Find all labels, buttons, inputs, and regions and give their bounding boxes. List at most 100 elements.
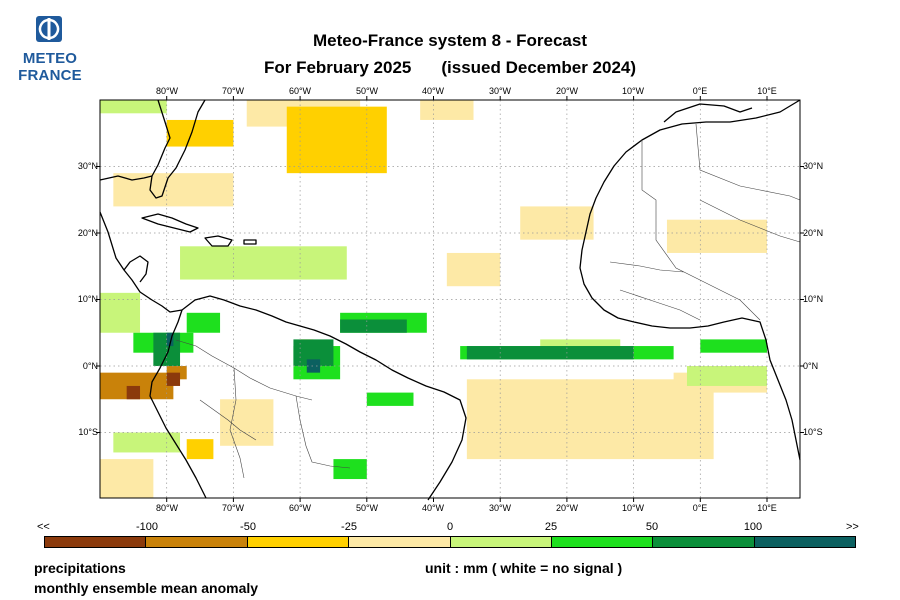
lon-label-bottom-0e: 0°E [692, 503, 708, 513]
lat-label-right-30n: 30°N [803, 161, 824, 171]
lat-label-right-0n: 0°N [803, 361, 819, 371]
lon-label-bottom-50w: 50°W [355, 503, 379, 513]
anomaly-cell [686, 366, 767, 386]
lon-label-bottom-10e: 10°E [757, 503, 777, 513]
coast-north-america [149, 99, 206, 199]
colorbar-tick-label: 0 [446, 521, 454, 533]
anomaly-cell [466, 346, 634, 360]
meteo-france-logo: METEO FRANCE [14, 14, 86, 86]
colorbar-swatch [349, 537, 451, 547]
anomaly-cell [100, 100, 167, 114]
colorbar-swatch [653, 537, 755, 547]
meteo-france-emblem-icon [36, 16, 62, 42]
lon-label-top-20w: 20°W [555, 86, 579, 96]
statistic-label: monthly ensemble mean anomaly [34, 580, 259, 596]
lon-label-top-0e: 0°E [692, 86, 708, 96]
colorbar-tick-label: -50 [240, 521, 256, 533]
island-hispaniola [204, 235, 233, 247]
colorbar-right-arrow: >> [846, 521, 859, 533]
variable-label: precipitations [34, 560, 126, 576]
lon-label-bottom-70w: 70°W [221, 503, 245, 513]
lat-label-left-10n: 10°N [77, 294, 98, 304]
lat-label-right-10n: 10°N [803, 294, 824, 304]
unit-label: unit : mm ( white = no signal ) [425, 560, 623, 576]
lon-label-top-50w: 50°W [355, 86, 379, 96]
graticule [100, 100, 800, 498]
page-subtitle: For February 2025 (issued December 2024) [0, 58, 900, 78]
logo-text-france: FRANCE [18, 67, 82, 84]
country-borders [175, 123, 801, 479]
page-title: Meteo-France system 8 - Forecast [313, 31, 587, 50]
map-frame [99, 99, 801, 499]
anomaly-cell [126, 385, 141, 400]
anomaly-cell [333, 459, 367, 480]
colorbar-tick-label: -100 [135, 521, 159, 533]
anomaly-cell [340, 319, 407, 333]
anomaly-cell [666, 219, 767, 253]
lon-label-top-40w: 40°W [421, 86, 445, 96]
colorbar-tick-label: 100 [743, 521, 763, 533]
colorbar-swatch [754, 537, 855, 547]
anomaly-cell [446, 252, 501, 287]
colorbar-tick-label: -25 [341, 521, 357, 533]
logo-text-meteo: METEO [22, 50, 78, 67]
lon-label-top-30w: 30°W [488, 86, 512, 96]
colorbar-swatch [45, 537, 147, 547]
forecast-month: For February 2025 [263, 58, 412, 77]
anomaly-cell [466, 379, 714, 460]
colorbar [44, 536, 856, 548]
lat-label-right-10s: 10°S [803, 427, 823, 437]
lon-label-top-60w: 60°W [288, 86, 312, 96]
colorbar-swatch [551, 537, 654, 547]
lon-label-bottom-10w: 10°W [621, 503, 645, 513]
anomaly-cell [220, 399, 274, 446]
anomaly-cell [306, 359, 321, 373]
lon-label-top-10e: 10°E [757, 86, 777, 96]
anomaly-cell [186, 312, 221, 333]
colorbar-swatch [146, 537, 248, 547]
anomaly-cell [366, 392, 414, 406]
anomaly-field [100, 100, 767, 498]
anomaly-cell [700, 339, 767, 353]
lat-label-right-20n: 20°N [803, 228, 824, 238]
axis-ticks [96, 96, 804, 502]
anomaly-cell [113, 173, 234, 207]
border-south-america [175, 339, 351, 479]
coast-south-america [149, 295, 467, 501]
colorbar-swatch [450, 537, 552, 547]
lon-label-bottom-80w: 80°W [155, 503, 179, 513]
anomaly-cell [113, 432, 181, 453]
anomaly-cell [186, 439, 214, 460]
colorbar-tick-label: 25 [544, 521, 558, 533]
lat-label-left-30n: 30°N [77, 161, 98, 171]
anomaly-cell [166, 372, 181, 386]
coast-gulf-of-mexico [99, 175, 183, 313]
lat-label-left-10s: 10°S [78, 427, 98, 437]
island-cuba [141, 213, 199, 233]
anomaly-cell [520, 206, 594, 240]
anomaly-cell [166, 332, 174, 347]
anomaly-cell [100, 292, 141, 333]
anomaly-cell [420, 100, 474, 120]
lon-label-top-10w: 10°W [621, 86, 645, 96]
lat-label-left-20n: 20°N [77, 228, 98, 238]
lon-label-top-80w: 80°W [155, 86, 179, 96]
lon-label-bottom-40w: 40°W [421, 503, 445, 513]
anomaly-cell [166, 119, 234, 147]
lon-label-top-70w: 70°W [221, 86, 245, 96]
colorbar-left-arrow: << [37, 521, 50, 533]
island-puerto-rico [243, 239, 257, 245]
anomaly-cell [100, 459, 154, 498]
coast-iberia [663, 103, 753, 123]
issue-date: (issued December 2024) [441, 58, 637, 77]
lon-label-bottom-20w: 20°W [555, 503, 579, 513]
coast-west-africa [579, 99, 801, 461]
border-north-africa [609, 123, 801, 321]
coastlines [99, 99, 801, 501]
lat-label-left-0n: 0°N [82, 361, 98, 371]
colorbar-swatch [247, 537, 350, 547]
anomaly-cell [333, 133, 381, 154]
colorbar-tick-label: 50 [645, 521, 659, 533]
anomaly-cell [180, 246, 347, 280]
